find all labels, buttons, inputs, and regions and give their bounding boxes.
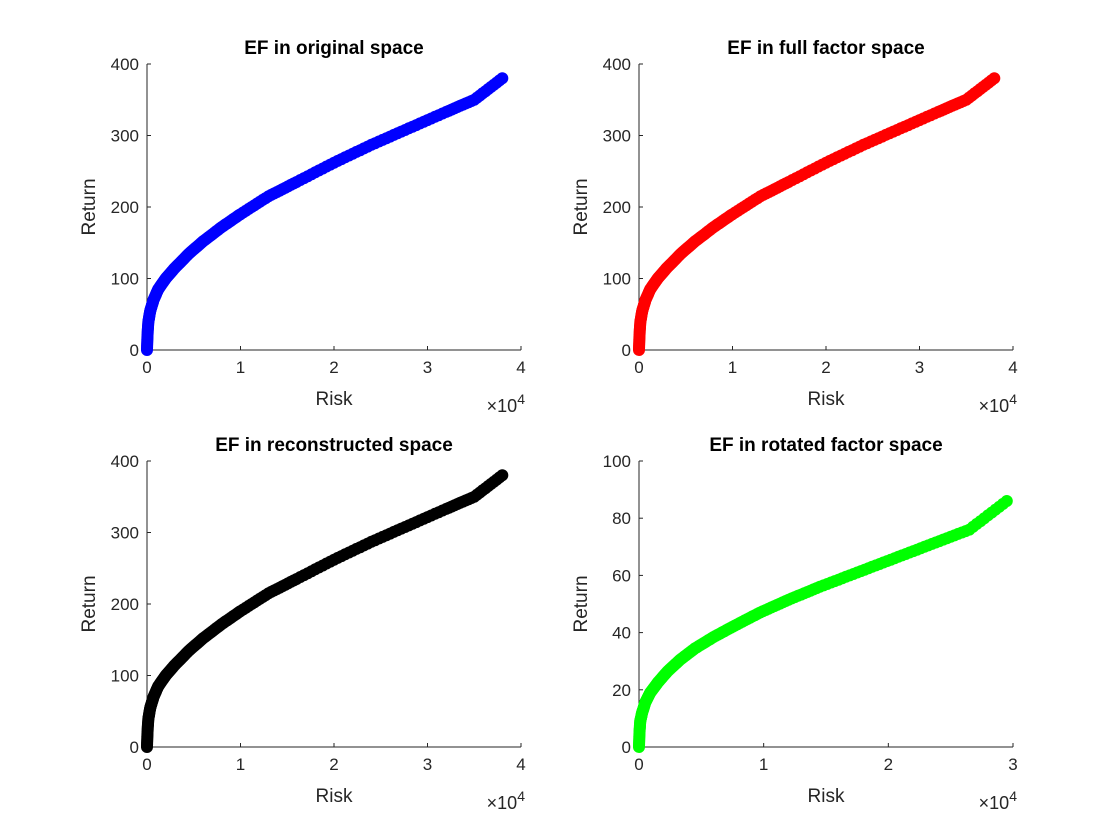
chart-title: EF in original space (244, 38, 424, 59)
y-tick-label: 300 (603, 127, 631, 146)
chart-title: EF in reconstructed space (215, 435, 453, 456)
y-tick-label: 300 (111, 524, 139, 543)
y-axis-label: Return (571, 178, 592, 235)
y-tick-label: 200 (603, 198, 631, 217)
data-series (633, 495, 1013, 753)
y-tick-label: 100 (111, 667, 139, 686)
x-tick-label: 0 (142, 755, 151, 774)
x-exponent-label: ×104 (487, 788, 526, 813)
x-axis-label: Risk (808, 786, 845, 807)
y-tick-label: 0 (130, 738, 139, 757)
y-tick-label: 0 (622, 738, 631, 757)
y-tick-label: 300 (111, 127, 139, 146)
chart-panel-1: 0 1 2 3 4 0 100 200 300 400 ×104 EF in original spa… (79, 38, 526, 416)
x-exponent-label: ×104 (979, 788, 1018, 813)
y-tick-label: 100 (111, 270, 139, 289)
data-series (141, 72, 509, 356)
y-tick-label: 200 (111, 595, 139, 614)
chart-panel-4: 0 1 2 3 0 20 40 60 80 100 ×104 EF in rotated factor… (571, 435, 1018, 813)
data-point (1000, 495, 1013, 507)
y-tick-label: 0 (130, 341, 139, 360)
x-tick-label: 2 (329, 755, 338, 774)
x-tick-label: 0 (634, 755, 643, 774)
y-tick-label: 400 (111, 452, 139, 471)
y-tick-label: 0 (622, 341, 631, 360)
x-tick-label: 1 (728, 358, 737, 377)
y-tick-label: 200 (111, 198, 139, 217)
y-tick-label: 80 (612, 509, 631, 528)
y-tick-label: 60 (612, 566, 631, 585)
x-tick-label: 2 (821, 358, 830, 377)
chart-title: EF in full factor space (727, 38, 924, 59)
x-tick-label: 4 (516, 358, 525, 377)
x-tick-label: 1 (236, 755, 245, 774)
y-tick-label: 20 (612, 681, 631, 700)
x-tick-label: 3 (423, 358, 432, 377)
x-tick-label: 0 (142, 358, 151, 377)
x-tick-label: 2 (329, 358, 338, 377)
data-point (988, 72, 1001, 85)
data-series (633, 72, 1001, 356)
chart-panel-2: 0 1 2 3 4 0 100 200 300 400 ×104 EF in full factor … (571, 38, 1018, 416)
x-tick-label: 4 (516, 755, 525, 774)
x-axis-label: Risk (316, 389, 353, 410)
chart-title: EF in rotated factor space (709, 435, 942, 456)
y-axis-label: Return (571, 575, 592, 632)
x-exponent-label: ×104 (487, 391, 526, 416)
y-tick-label: 100 (603, 452, 631, 471)
x-tick-label: 1 (236, 358, 245, 377)
y-tick-label: 40 (612, 624, 631, 643)
x-axis-label: Risk (316, 786, 353, 807)
x-tick-label: 3 (1008, 755, 1017, 774)
x-tick-label: 0 (634, 358, 643, 377)
x-exponent-label: ×104 (979, 391, 1018, 416)
x-tick-label: 2 (884, 755, 893, 774)
data-point (496, 469, 509, 482)
x-tick-label: 4 (1008, 358, 1017, 377)
x-tick-label: 1 (759, 755, 768, 774)
chart-panel-3: 0 1 2 3 4 0 100 200 300 400 ×104 EF in reconstructe… (79, 435, 526, 813)
data-point (496, 72, 509, 85)
x-tick-label: 3 (423, 755, 432, 774)
y-axis-label: Return (79, 178, 100, 235)
y-tick-label: 400 (603, 55, 631, 74)
x-tick-label: 3 (915, 358, 924, 377)
data-series (141, 469, 509, 753)
y-axis-label: Return (79, 575, 100, 632)
y-tick-label: 100 (603, 270, 631, 289)
y-tick-label: 400 (111, 55, 139, 74)
x-axis-label: Risk (808, 389, 845, 410)
